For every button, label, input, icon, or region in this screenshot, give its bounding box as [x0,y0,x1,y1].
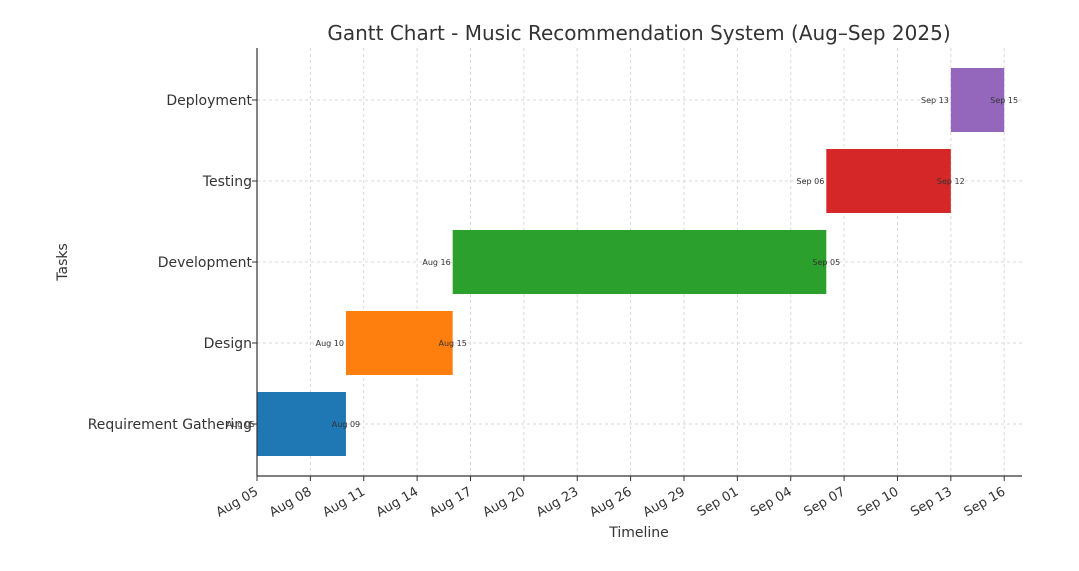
bar-end-label: Sep 12 [937,177,965,186]
bar-end-label: Sep 15 [990,96,1018,105]
bar-end-label: Aug 09 [332,420,360,429]
bar-end-label: Aug 15 [439,339,467,348]
x-axis-label: Timeline [608,525,669,541]
x-tick-label: Aug 20 [480,484,527,520]
bar-end-label: Sep 05 [812,258,840,267]
task-label: Requirement Gathering [88,417,252,433]
task-bar [452,230,827,294]
x-tick-label: Sep 16 [962,484,1009,520]
x-tick-label: Aug 05 [214,484,261,520]
bar-start-label: Aug 05 [227,420,255,429]
x-tick-label: Sep 04 [748,484,795,520]
task-label: Development [158,255,253,271]
x-tick-label: Sep 07 [801,484,848,520]
grid-layer [256,48,1022,476]
x-tick-label: Aug 11 [320,484,367,520]
bar-start-label: Aug 10 [316,339,344,348]
bar-start-label: Sep 13 [921,96,949,105]
y-axis-label: Tasks [55,243,71,282]
x-tick-label: Aug 26 [587,484,634,520]
bar-start-label: Sep 06 [796,177,824,186]
task-label: Deployment [166,93,252,109]
task-bar [345,311,453,375]
x-tick-label: Aug 14 [374,484,421,520]
x-tick-label: Aug 29 [641,484,688,520]
task-bar [950,68,1005,132]
x-tick-label: Aug 23 [534,484,581,520]
task-label: Design [204,336,252,352]
x-tick-label: Sep 13 [908,484,955,520]
x-tick-label: Aug 08 [267,484,314,520]
chart-title: Gantt Chart - Music Recommendation Syste… [327,21,950,45]
bar-label-layer: Aug 05 Aug 09 Aug 10 Aug 15 Aug 16 Sep 05 Sep … [227,96,1018,429]
x-tick-label: Sep 10 [855,484,902,520]
x-tick-label: Aug 17 [427,484,474,520]
x-tick-label: Sep 01 [695,484,742,520]
task-label: Testing [202,174,252,190]
task-bar [826,149,951,213]
bar-layer [257,68,1005,456]
task-bar [257,392,346,456]
bar-start-label: Aug 16 [422,258,450,267]
